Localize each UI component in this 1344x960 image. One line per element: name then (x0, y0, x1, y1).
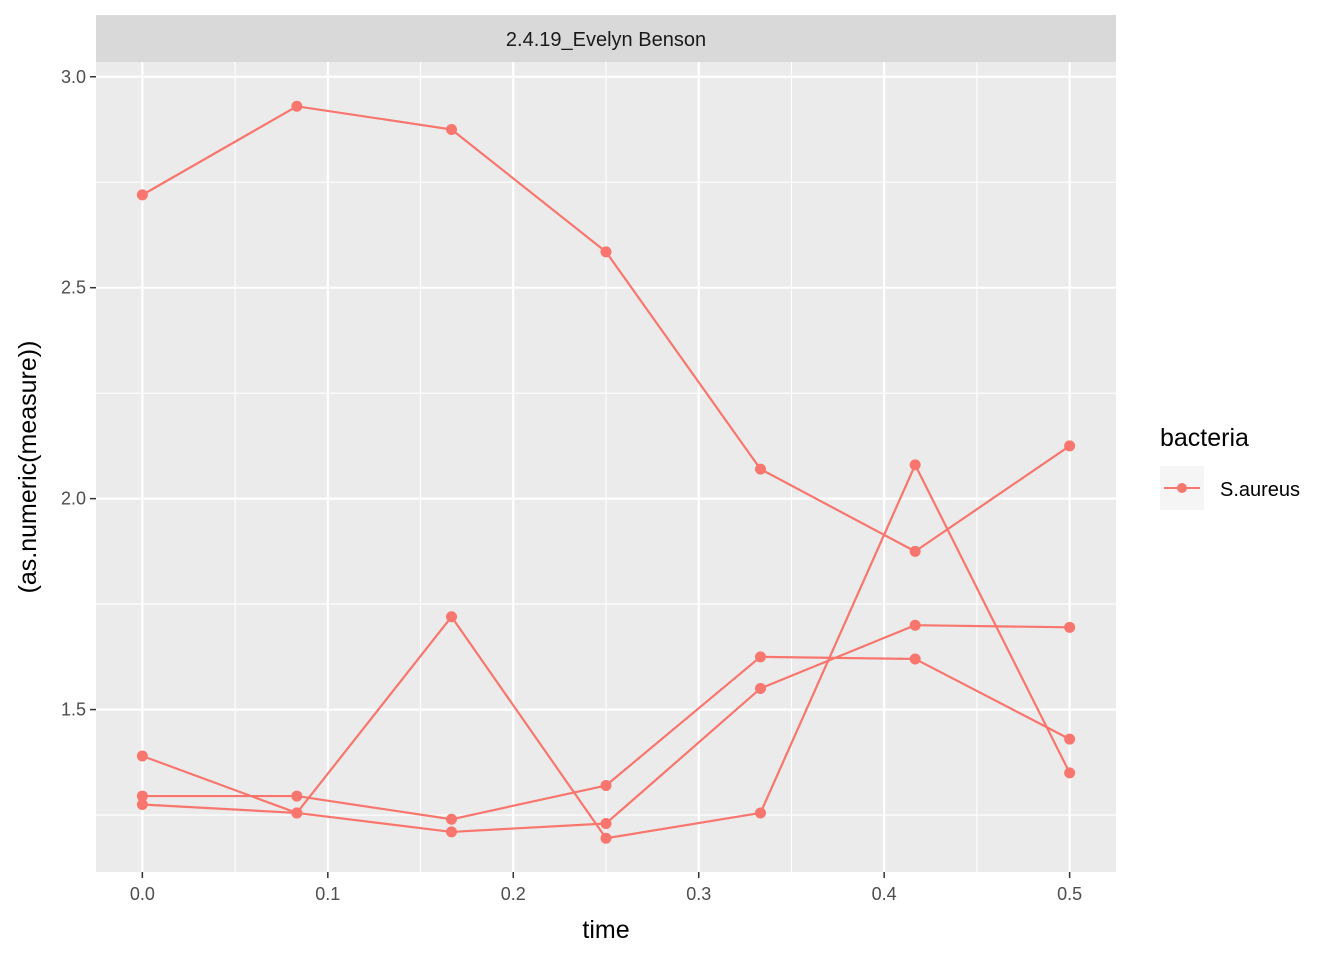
x-tick-label: 0.4 (872, 884, 897, 904)
y-tick-label: 2.0 (61, 489, 86, 509)
data-point (446, 813, 458, 825)
y-tick-label: 2.5 (61, 278, 86, 298)
facet-strip (96, 15, 1116, 62)
x-axis: 0.0 0.1 0.2 0.3 0.4 0.5 (130, 872, 1082, 904)
facet-strip-label: 2.4.19_Evelyn Benson (506, 29, 706, 51)
minor-gridlines (96, 62, 1116, 872)
data-point (909, 545, 921, 557)
x-tick-label: 0.2 (501, 884, 526, 904)
y-tick-label: 1.5 (61, 700, 86, 720)
data-point (754, 807, 766, 819)
data-point (909, 619, 921, 631)
data-point (754, 651, 766, 663)
data-point (136, 189, 148, 201)
y-tick-label: 3.0 (61, 67, 86, 87)
data-point (754, 463, 766, 475)
series-points (136, 100, 1076, 844)
x-tick-label: 0.1 (315, 884, 340, 904)
data-point (291, 100, 303, 112)
x-axis-title: time (582, 916, 629, 944)
data-point (909, 653, 921, 665)
data-point (1064, 621, 1076, 633)
data-point (754, 682, 766, 694)
data-point (600, 780, 612, 792)
data-point (600, 817, 612, 829)
data-point (600, 246, 612, 258)
data-point (1064, 440, 1076, 452)
data-point (1064, 733, 1076, 745)
x-tick-label: 0.3 (686, 884, 711, 904)
data-point (291, 807, 303, 819)
data-point (136, 790, 148, 802)
legend: bacteria S.aureus (1160, 424, 1300, 510)
x-tick-label: 0.0 (130, 884, 155, 904)
data-point (909, 459, 921, 471)
legend-title: bacteria (1160, 424, 1249, 452)
legend-entry-label: S.aureus (1220, 479, 1300, 501)
y-axis: 1.5 2.0 2.5 3.0 (61, 67, 96, 720)
data-point (1064, 767, 1076, 779)
legend-key-point (1177, 483, 1187, 493)
x-tick-label: 0.5 (1057, 884, 1082, 904)
data-point (600, 832, 612, 844)
data-point (446, 124, 458, 135)
data-point (136, 799, 148, 810)
data-point (291, 790, 303, 802)
data-point (446, 611, 458, 623)
y-axis-title: (as.numeric(measure)) (14, 341, 42, 594)
data-point (446, 826, 458, 838)
data-point (136, 750, 148, 762)
